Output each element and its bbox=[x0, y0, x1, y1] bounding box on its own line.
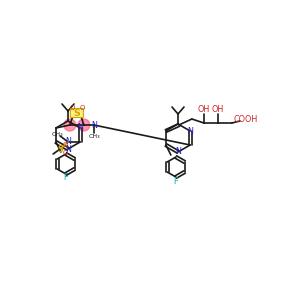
Text: OH: OH bbox=[212, 104, 224, 113]
Circle shape bbox=[64, 119, 76, 131]
Text: O: O bbox=[62, 150, 68, 156]
Text: O: O bbox=[79, 105, 85, 111]
Text: N: N bbox=[77, 124, 83, 133]
Text: N: N bbox=[175, 148, 181, 157]
FancyBboxPatch shape bbox=[70, 109, 83, 118]
Text: OH: OH bbox=[198, 104, 210, 113]
Text: O: O bbox=[62, 142, 68, 148]
Text: S: S bbox=[57, 145, 63, 154]
Text: CH₃: CH₃ bbox=[89, 134, 101, 139]
Text: F: F bbox=[64, 173, 68, 182]
Text: N: N bbox=[65, 137, 71, 146]
Text: N: N bbox=[91, 121, 97, 130]
Text: F: F bbox=[174, 176, 178, 185]
Text: CH₃: CH₃ bbox=[51, 133, 63, 137]
Text: S: S bbox=[74, 109, 80, 118]
Text: O: O bbox=[69, 105, 75, 111]
Text: N: N bbox=[65, 145, 71, 154]
Circle shape bbox=[78, 119, 90, 131]
Text: COOH: COOH bbox=[234, 116, 258, 124]
Text: N: N bbox=[187, 127, 193, 136]
